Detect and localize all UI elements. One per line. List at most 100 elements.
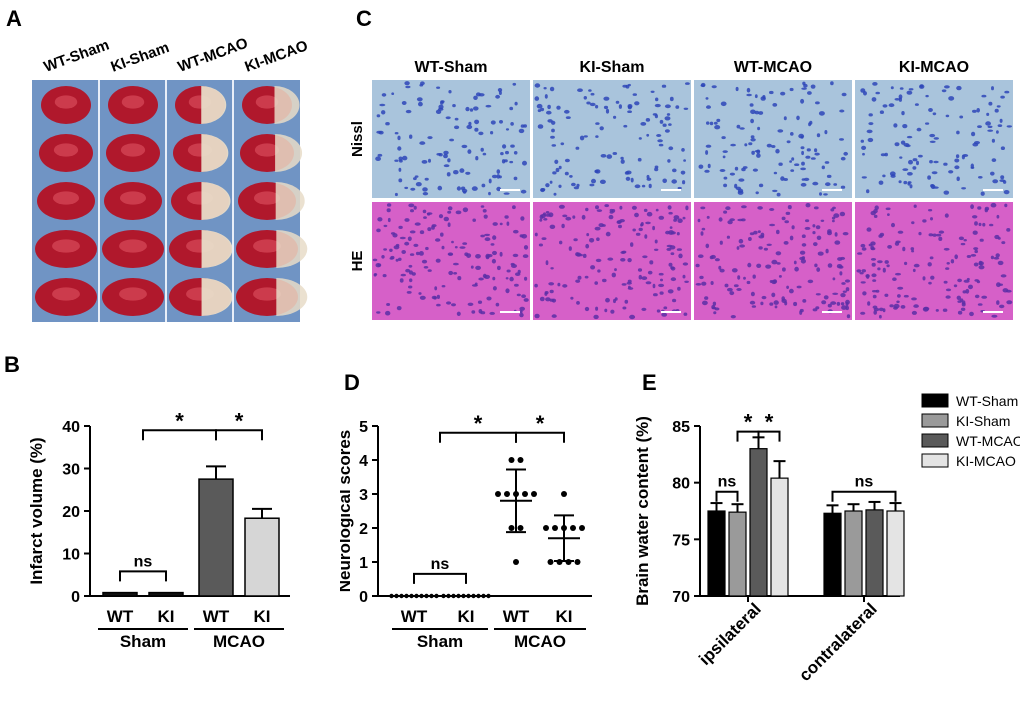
infarct-area	[201, 86, 227, 124]
score-point	[531, 491, 537, 497]
score-point	[461, 593, 466, 599]
water-content-bar	[865, 509, 884, 597]
score-point	[547, 559, 554, 565]
water-content-bar	[749, 448, 768, 597]
significance-label: *	[536, 411, 545, 436]
water-content-bar	[823, 512, 842, 597]
legend-label: WT-MCAO	[956, 433, 1020, 449]
histology-image	[533, 202, 691, 320]
legend-swatch	[921, 413, 949, 428]
x-tick-label: KI	[254, 607, 271, 626]
score-point	[466, 593, 471, 599]
group-label: MCAO	[514, 632, 566, 651]
score-point	[513, 559, 519, 565]
panel-letter-d: D	[344, 370, 360, 395]
infarct-area	[201, 134, 229, 172]
y-tick-label: 0	[71, 589, 80, 606]
significance-label: ns	[431, 556, 450, 573]
x-tick-label: WT	[503, 607, 530, 626]
significance-bracket	[413, 572, 467, 584]
score-point	[414, 593, 419, 599]
significance-label: *	[765, 410, 774, 435]
panel-letter-b: B	[4, 352, 20, 377]
brain-water-content-chart: 70 75 80 85 Brain water content (%) ns * * ns ips…	[633, 393, 1020, 685]
histology-row-label: HE	[349, 251, 366, 272]
score-point	[389, 593, 394, 599]
histology-row-label: Nissl	[349, 121, 366, 157]
panel-letter-a: A	[6, 6, 22, 31]
histology-column-label: KI-Sham	[580, 59, 645, 76]
neurological-scores-chart: 0 1 2 3 4 5 Neurological scores * * ns WT KI WT KI Sha…	[340, 411, 592, 651]
histology-image	[694, 80, 852, 198]
ttc-group-label: KI-MCAO	[243, 37, 311, 76]
score-point	[561, 491, 567, 497]
score-point	[574, 559, 581, 565]
score-point	[486, 593, 491, 599]
score-point	[404, 593, 409, 599]
group-label: MCAO	[213, 632, 265, 651]
score-point	[543, 525, 549, 531]
histology-column-label: WT-Sham	[415, 59, 488, 76]
infarct-area	[274, 86, 300, 124]
score-point	[424, 593, 429, 599]
score-point	[504, 491, 510, 497]
histology-image	[533, 80, 691, 198]
score-point	[429, 593, 434, 599]
x-tick-label: contralateral	[795, 599, 881, 685]
x-tick-label: KI	[556, 607, 573, 626]
significance-label: *	[744, 410, 753, 435]
significance-label: ns	[134, 553, 153, 570]
infarct-bar	[198, 478, 234, 597]
legend-label: KI-MCAO	[956, 453, 1016, 469]
y-tick-label: 75	[672, 532, 690, 549]
significance-bracket	[515, 431, 565, 443]
legend-swatch	[921, 453, 949, 468]
y-tick-label: 2	[359, 521, 368, 538]
y-tick-label: 80	[672, 476, 690, 493]
x-tick-label: WT	[107, 607, 134, 626]
y-tick-label: 30	[62, 462, 80, 479]
infarct-area	[275, 182, 305, 220]
infarct-area	[276, 278, 308, 316]
score-point	[579, 525, 585, 531]
score-point	[394, 593, 399, 599]
y-tick-label: 4	[359, 453, 368, 470]
water-content-bar	[707, 510, 726, 597]
infarct-bar	[102, 591, 138, 597]
score-point	[456, 593, 461, 599]
infarct-bar	[244, 517, 280, 597]
histology-panel: WT-Sham KI-Sham WT-MCAO KI-MCAO Nissl HE	[349, 59, 1013, 320]
x-tick-label: KI	[458, 607, 475, 626]
score-point	[495, 491, 501, 497]
y-tick-label: 0	[359, 589, 368, 606]
ttc-slices	[35, 80, 308, 322]
y-tick-label: 85	[672, 419, 690, 436]
significance-label: ns	[718, 474, 737, 491]
y-tick-label: 3	[359, 487, 368, 504]
y-tick-label: 5	[359, 419, 368, 436]
y-tick-label: 1	[359, 555, 368, 572]
y-axis-label: Brain water content (%)	[633, 416, 652, 606]
y-tick-label: 10	[62, 547, 80, 564]
score-point	[556, 559, 563, 565]
significance-bracket	[119, 570, 167, 582]
x-tick-label: KI	[158, 607, 175, 626]
y-axis-label: Infarct volume (%)	[27, 437, 46, 584]
score-point	[471, 593, 476, 599]
significance-bracket	[757, 430, 781, 442]
score-point	[451, 593, 456, 599]
significance-label: *	[474, 411, 483, 436]
ttc-group-label: WT-MCAO	[176, 35, 251, 76]
water-content-bar	[770, 477, 789, 597]
histology-column-label: WT-MCAO	[734, 59, 812, 76]
significance-label: *	[175, 408, 184, 433]
score-point	[508, 457, 515, 463]
significance-bracket	[215, 429, 263, 441]
legend-swatch	[921, 433, 949, 448]
histology-column-label: KI-MCAO	[899, 59, 969, 76]
infarct-area	[201, 182, 231, 220]
legend-swatch	[921, 393, 949, 408]
water-content-bar	[886, 510, 905, 597]
score-point	[409, 593, 414, 599]
